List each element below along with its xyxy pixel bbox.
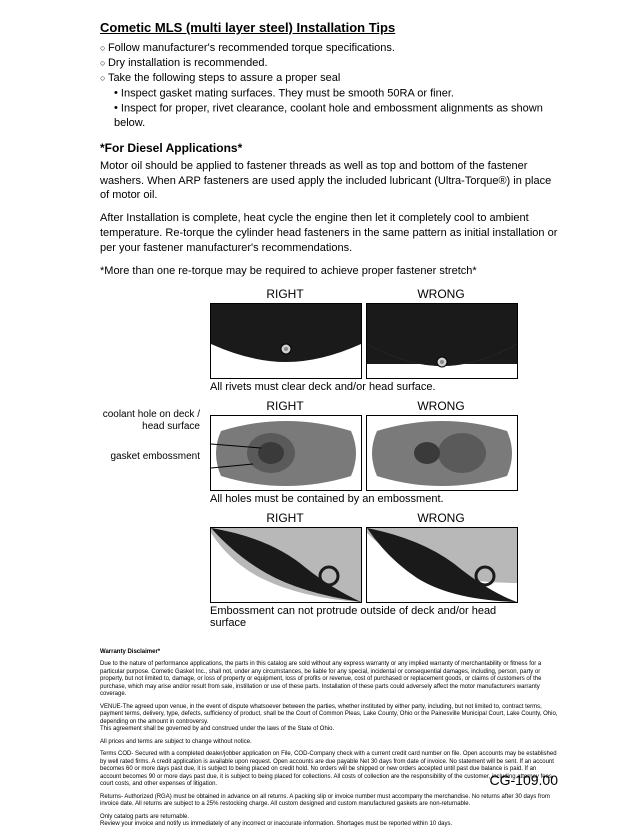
warranty-title: Warranty Disclaimer* <box>100 649 558 657</box>
diagram-emboss-wrong <box>366 527 518 603</box>
label-right-2: RIGHT <box>210 399 360 413</box>
bullet-3: Take the following steps to assure a pro… <box>100 71 558 86</box>
label-coolant: coolant hole on deck / head surface <box>90 409 200 433</box>
diesel-p3: *More than one re-torque may be required… <box>100 264 558 279</box>
diagram-rivet-wrong <box>366 303 518 379</box>
label-wrong-2: WRONG <box>366 399 516 413</box>
diagram-rivet-right <box>210 303 362 379</box>
diagram-block-holes: coolant hole on deck / head surface gask… <box>100 399 558 505</box>
subbullet-1: Inspect gasket mating surfaces. They mus… <box>100 86 558 101</box>
diagram-hole-right <box>210 415 362 491</box>
caption-rivets: All rivets must clear deck and/or head s… <box>210 381 558 393</box>
fineprint: Warranty Disclaimer* Due to the nature o… <box>100 649 558 829</box>
label-right-1: RIGHT <box>210 287 360 301</box>
warranty-p1: Due to the nature of performance applica… <box>100 661 558 699</box>
warranty-p6: Only catalog parts are returnable.Review… <box>100 814 558 829</box>
subbullet-2: Inspect for proper, rivet clearance, coo… <box>100 101 558 131</box>
label-gasket: gasket embossment <box>90 451 200 463</box>
diesel-heading: *For Diesel Applications* <box>100 141 558 155</box>
diesel-p2: After Installation is complete, heat cyc… <box>100 211 558 256</box>
diesel-p1: Motor oil should be applied to fastener … <box>100 159 558 204</box>
top-bullets: Follow manufacturer's recommended torque… <box>100 41 558 131</box>
doc-title: Cometic MLS (multi layer steel) Installa… <box>100 20 558 35</box>
caption-emboss: Embossment can not protrude outside of d… <box>210 605 510 629</box>
label-right-3: RIGHT <box>210 511 360 525</box>
warranty-p6b: Review your invoice and notify us immedi… <box>100 821 452 827</box>
label-wrong-3: WRONG <box>366 511 516 525</box>
diagram-block-rivets: RIGHT WRONG <box>100 287 558 393</box>
diagram-hole-wrong <box>366 415 518 491</box>
diagram-block-emboss: RIGHT WRONG <box>100 511 558 629</box>
warranty-p5: Returns- Authorized (RGA) must be obtain… <box>100 794 558 809</box>
diagram-emboss-right <box>210 527 362 603</box>
bullet-1: Follow manufacturer's recommended torque… <box>100 41 558 56</box>
warranty-p6a: Only catalog parts are returnable. <box>100 814 189 820</box>
doc-number: CG-109.00 <box>490 772 558 788</box>
page: Cometic MLS (multi layer steel) Installa… <box>0 0 618 800</box>
warranty-p3: All prices and terms are subject to chan… <box>100 739 558 747</box>
warranty-p2: VENUE-The agreed upon venue, in the even… <box>100 704 558 734</box>
leader-labels: coolant hole on deck / head surface gask… <box>90 409 200 481</box>
warranty-p2a: VENUE-The agreed upon venue, in the even… <box>100 704 557 725</box>
caption-holes: All holes must be contained by an emboss… <box>210 493 558 505</box>
label-wrong-1: WRONG <box>366 287 516 301</box>
warranty-p2b: This agreement shall be governed by and … <box>100 726 334 732</box>
bullet-2: Dry installation is recommended. <box>100 56 558 71</box>
